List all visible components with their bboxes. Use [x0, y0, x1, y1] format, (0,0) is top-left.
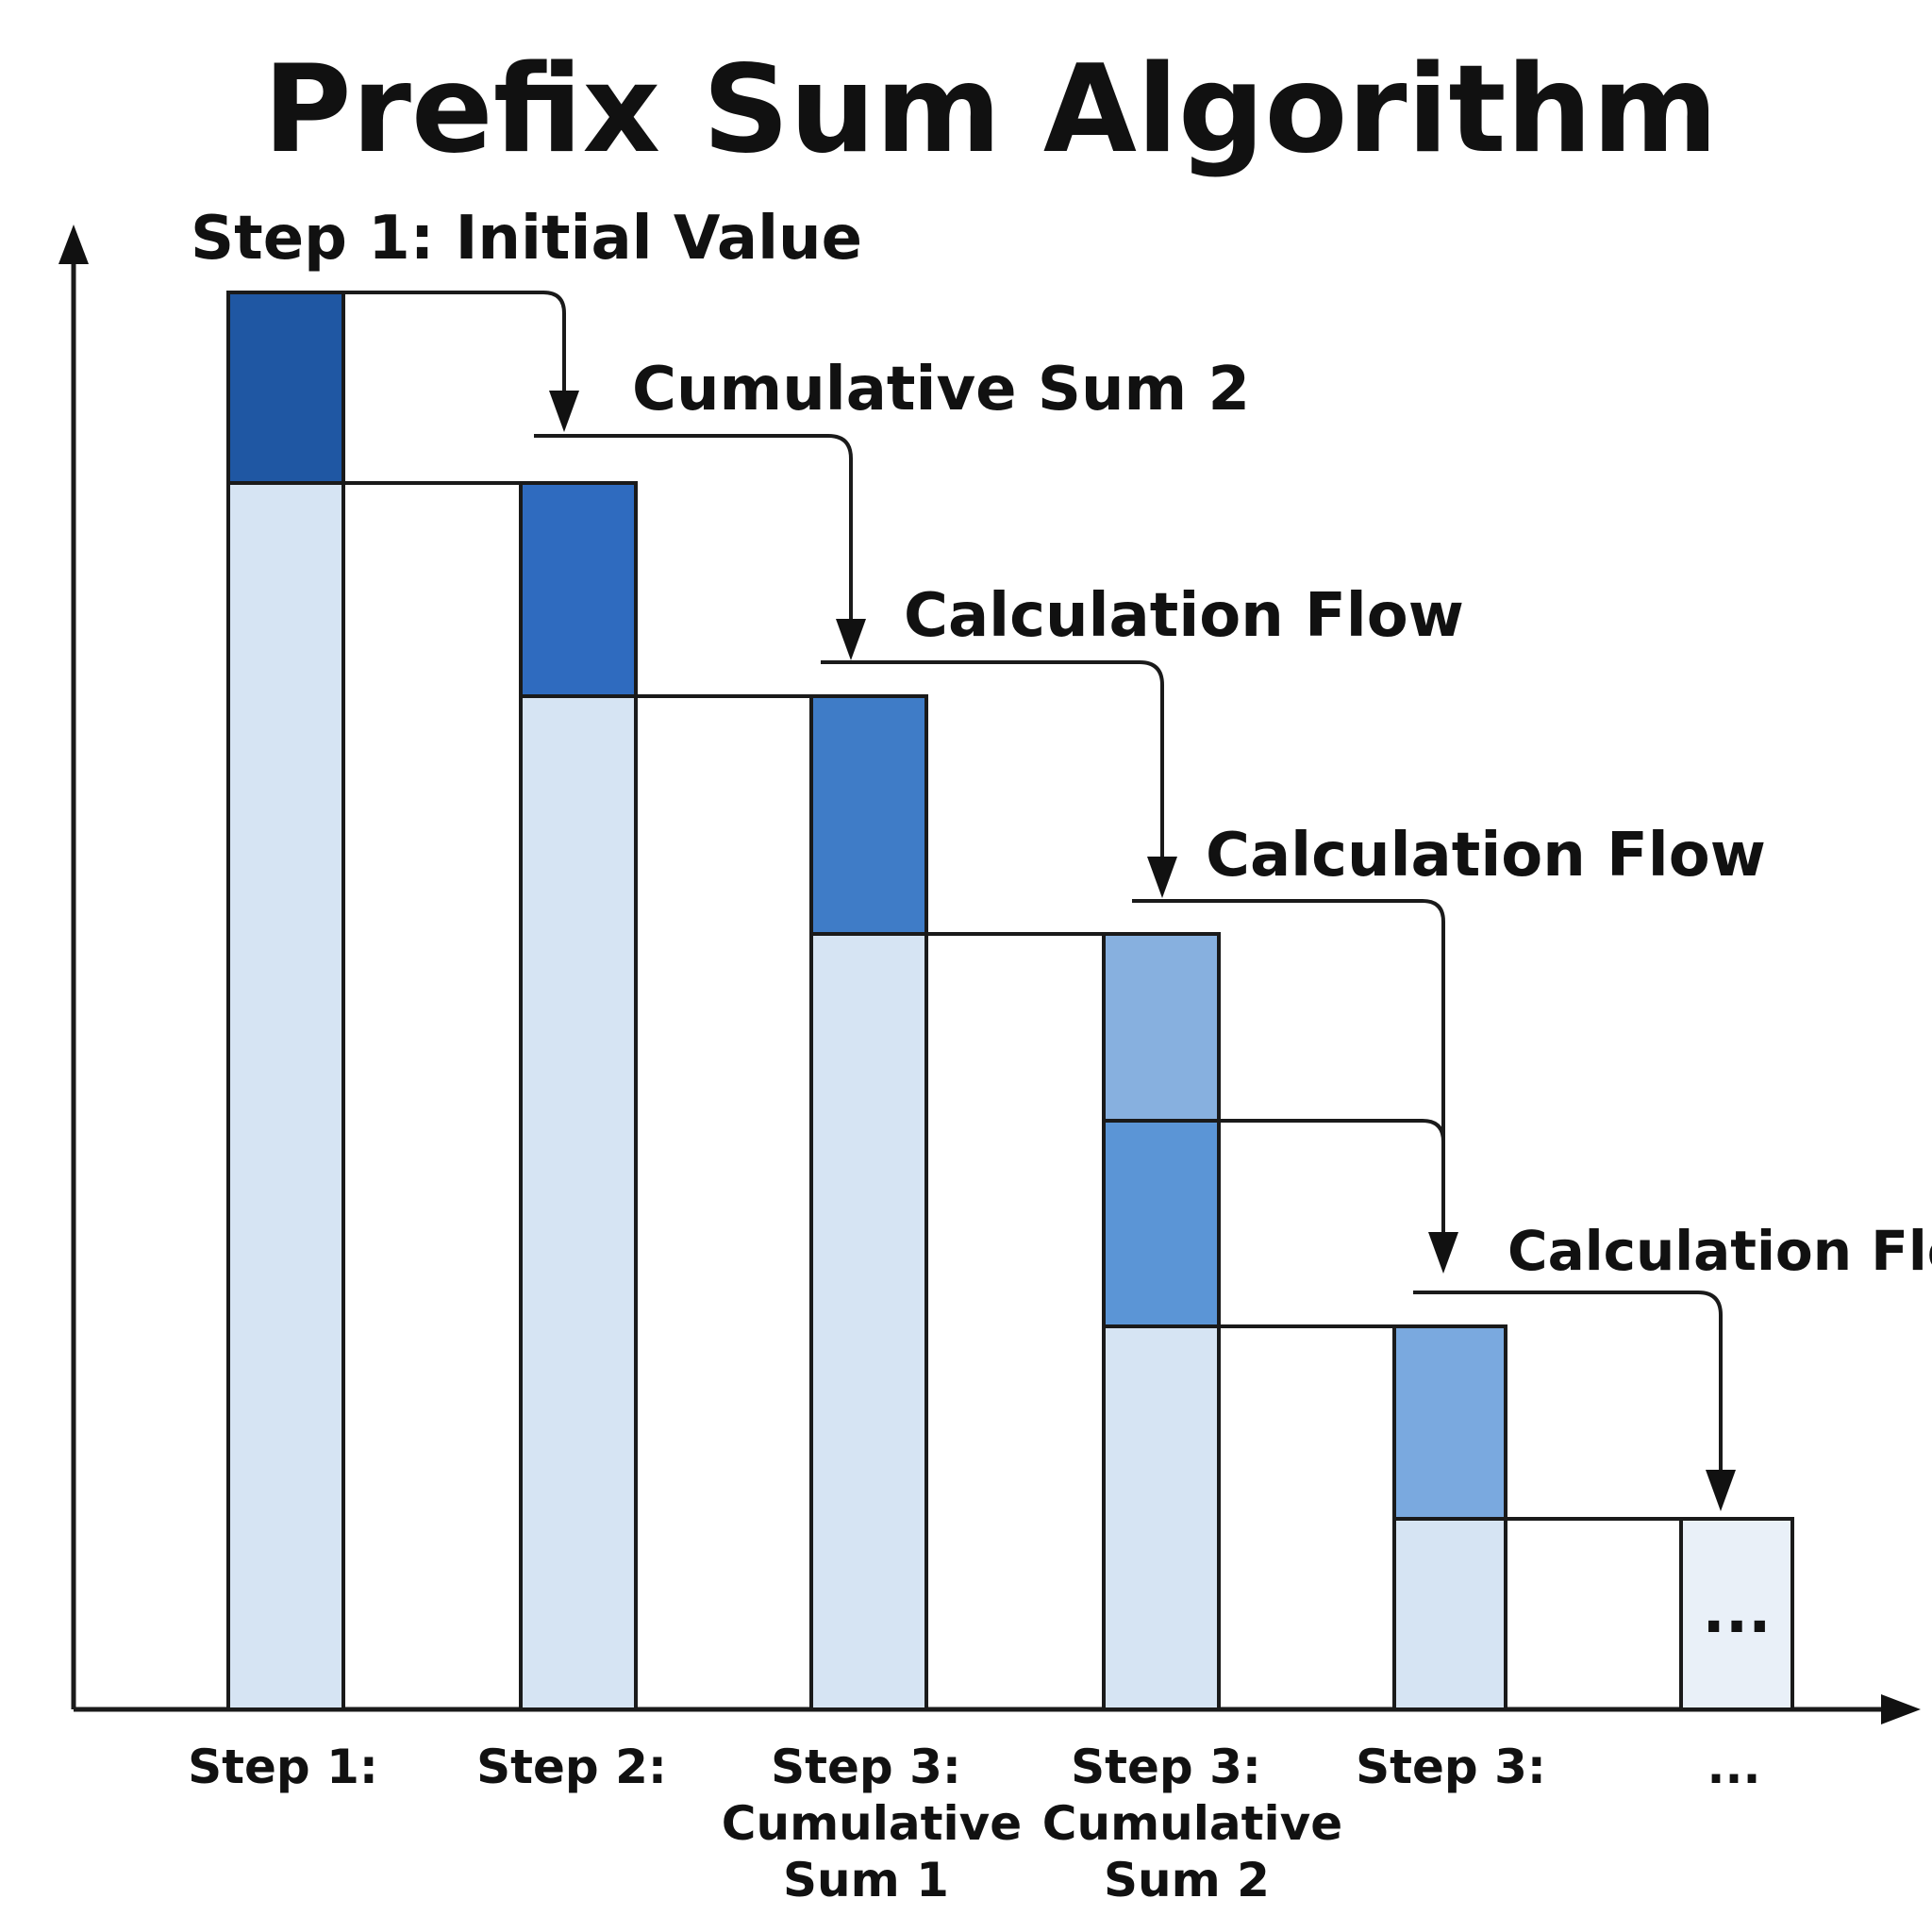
- diagram-title: Prefix Sum Algorithm: [263, 40, 1718, 180]
- bar-4-base: [1102, 1324, 1221, 1711]
- bar-6-ellipsis-box: [1679, 1517, 1794, 1711]
- step-label-4-line-2: Cumulative: [1042, 1796, 1342, 1851]
- bar-3-increment: [809, 694, 928, 936]
- flow-arrow-2: [534, 434, 853, 623]
- step-labels: Step 1: Step 2: Step 3: Cumulative Sum 1…: [188, 1740, 1760, 1907]
- y-axis-arrowhead: [58, 225, 89, 264]
- bar-2-increment: [519, 481, 638, 698]
- flow-arrow-2-head: [836, 619, 866, 660]
- step-label-3-line-1: Step 3:: [771, 1740, 961, 1794]
- bar-1-increment: [226, 291, 345, 485]
- bar-4-increment: [1102, 1119, 1221, 1328]
- bar-2-base: [519, 694, 638, 1711]
- bar-3-base: [809, 932, 928, 1711]
- step-label-1-line-1: Step 1:: [188, 1740, 378, 1794]
- step-label-4-line-1: Step 3:: [1071, 1740, 1261, 1794]
- flow-arrow-1-head: [549, 391, 579, 432]
- flow-arrow-5: [1413, 1291, 1723, 1474]
- flow-arrow-3: [821, 660, 1164, 860]
- bar-5-increment: [1392, 1324, 1507, 1521]
- flow-arrow-4: [1132, 899, 1445, 1236]
- step-label-3-line-3: Sum 1: [783, 1853, 949, 1907]
- flow-label-5: Calculation Flow: [1507, 1219, 1932, 1283]
- flow-arrow-3-head: [1147, 857, 1177, 898]
- step-label-6-line-1: ...: [1707, 1740, 1761, 1794]
- step-label-2-line-1: Step 2:: [476, 1740, 667, 1794]
- level-connectors: [343, 481, 1681, 1521]
- flow-label-1: Step 1: Initial Value: [191, 204, 862, 274]
- step-label-5-line-1: Step 3:: [1356, 1740, 1546, 1794]
- step-label-4-line-3: Sum 2: [1104, 1853, 1270, 1907]
- bar-4-top-segment: [1102, 932, 1221, 1123]
- bars: [226, 291, 1794, 1711]
- ellipsis-in-box: ...: [1703, 1577, 1772, 1647]
- step-label-3-line-2: Cumulative: [722, 1796, 1022, 1851]
- bar-1-base: [226, 481, 345, 1711]
- flow-label-4: Calculation Flow: [1206, 821, 1766, 891]
- flow-label-2: Cumulative Sum 2: [632, 355, 1250, 425]
- flow-arrow-4-branch: [1219, 1119, 1445, 1142]
- flow-arrow-5-head: [1706, 1470, 1736, 1511]
- bar-5-base: [1392, 1517, 1507, 1711]
- flow-label-3: Calculation Flow: [904, 581, 1464, 651]
- flow-arrow-4-head: [1428, 1232, 1458, 1274]
- flow-arrows: [343, 291, 1736, 1511]
- flow-arrow-1: [343, 291, 566, 394]
- x-axis-arrowhead: [1881, 1694, 1921, 1724]
